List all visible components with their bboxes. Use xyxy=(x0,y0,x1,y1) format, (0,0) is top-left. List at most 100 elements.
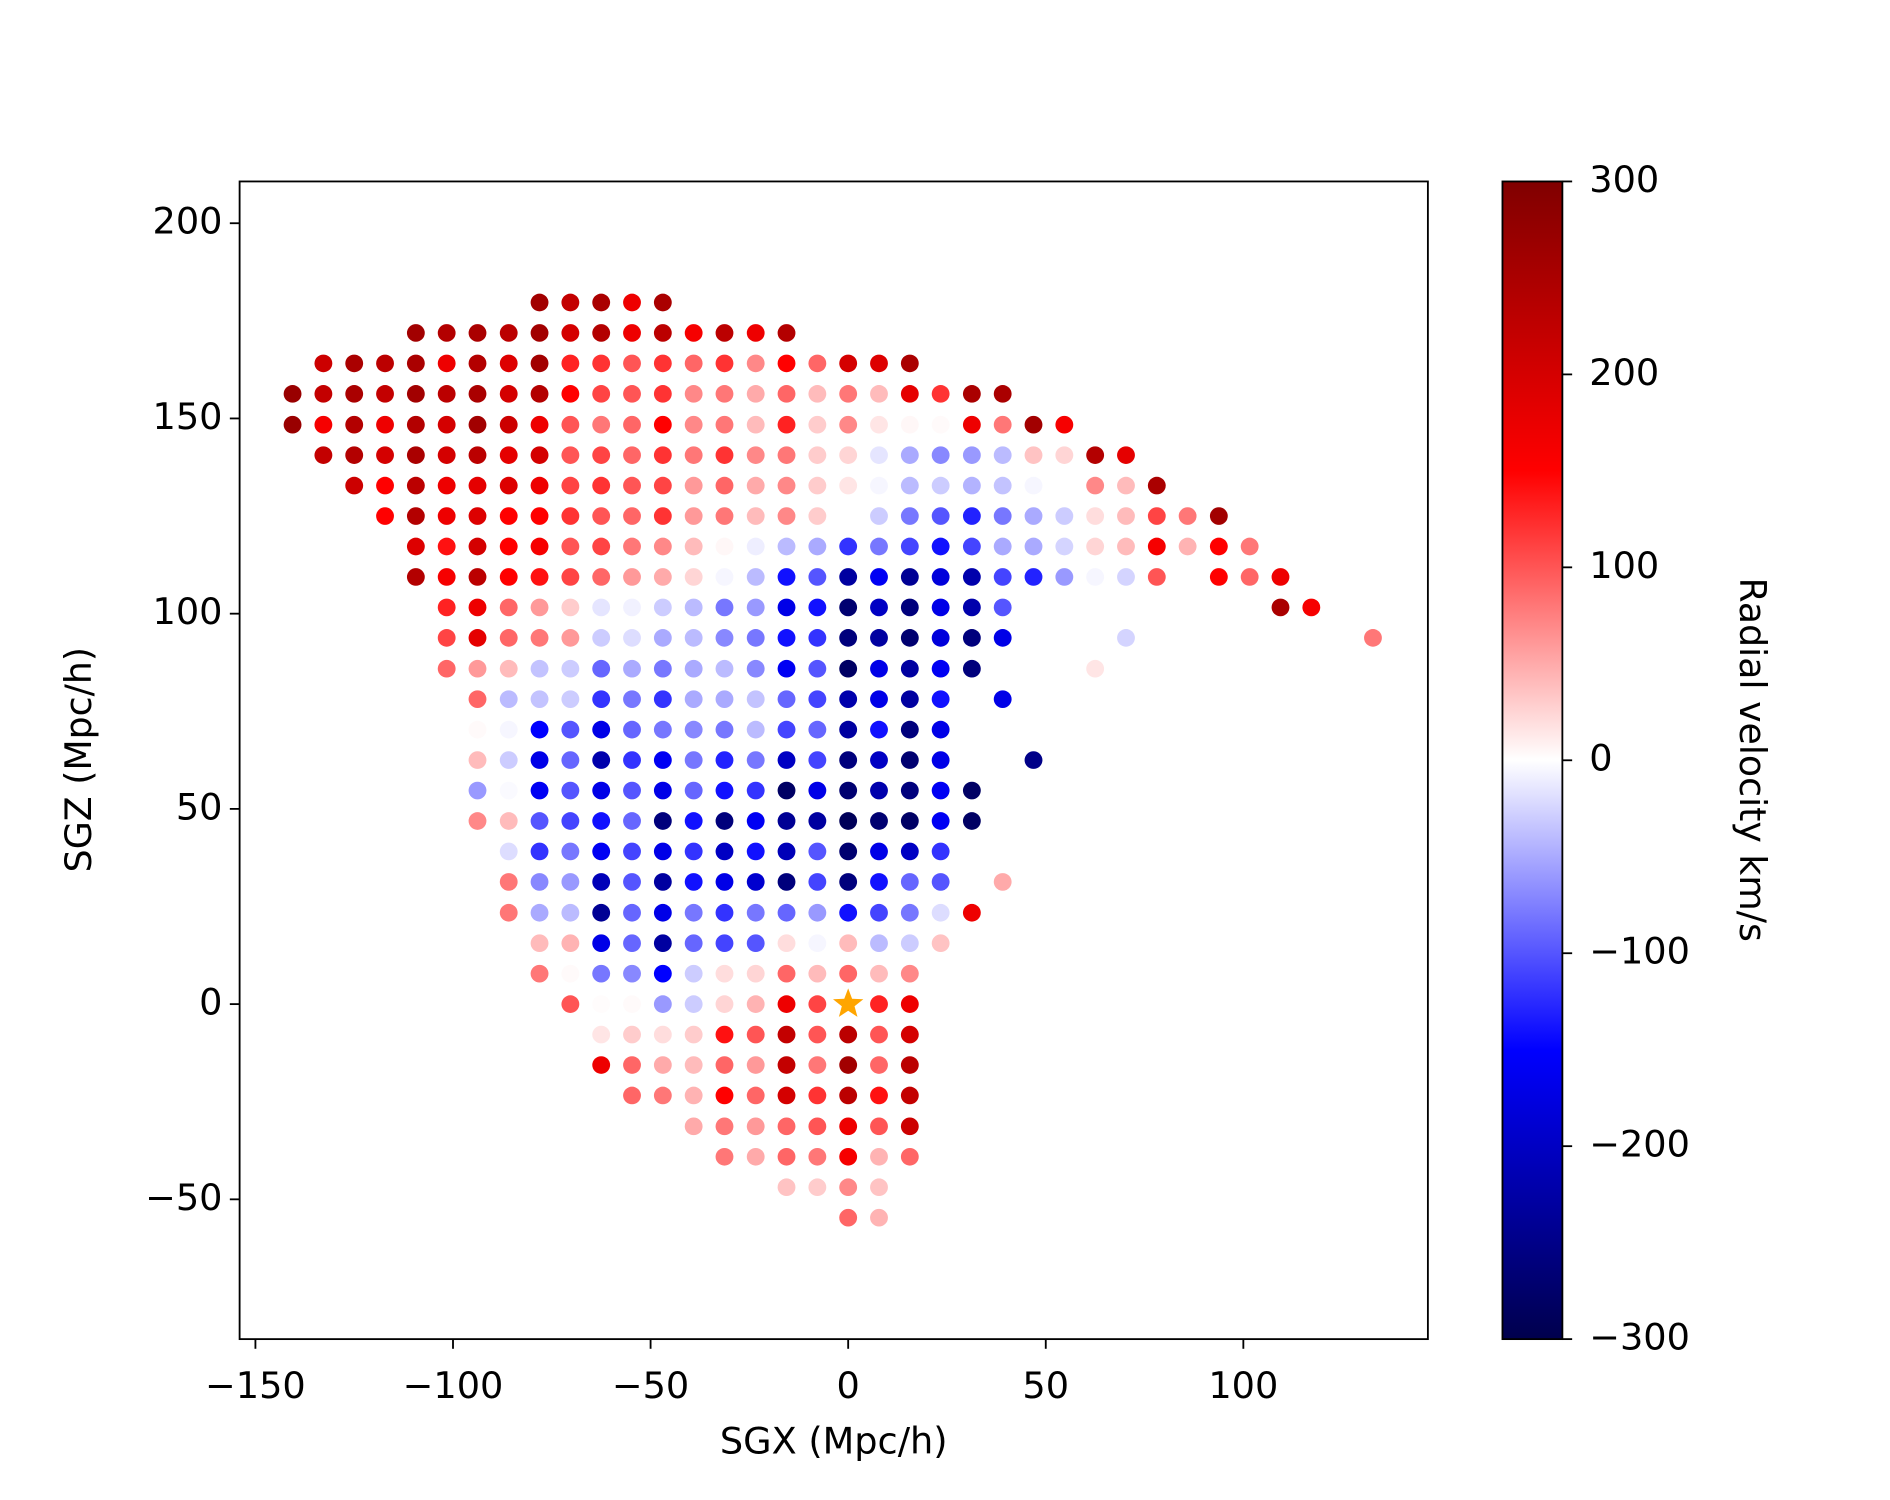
data-point xyxy=(993,690,1012,709)
data-point xyxy=(561,812,580,830)
data-point xyxy=(777,659,796,678)
data-point xyxy=(314,354,333,373)
data-point xyxy=(777,1056,796,1074)
x-tick-label: 50 xyxy=(1022,1364,1069,1407)
data-point xyxy=(499,873,518,891)
data-point xyxy=(623,995,641,1013)
data-point xyxy=(870,903,888,922)
data-point xyxy=(623,934,641,953)
data-point xyxy=(931,690,950,709)
data-point xyxy=(839,1117,858,1136)
x-tick-label: −150 xyxy=(205,1364,306,1407)
data-point xyxy=(684,1056,703,1074)
data-point xyxy=(468,385,487,403)
data-point xyxy=(962,781,981,800)
data-point xyxy=(684,629,703,647)
data-point xyxy=(345,476,364,495)
data-point xyxy=(653,1025,672,1044)
data-point xyxy=(870,1086,888,1105)
data-point xyxy=(623,1056,641,1074)
data-point xyxy=(839,1086,858,1105)
data-point xyxy=(808,1056,827,1074)
data-point xyxy=(653,964,672,983)
data-point xyxy=(900,873,919,891)
data-point xyxy=(1086,659,1105,678)
data-point xyxy=(406,476,425,495)
data-point xyxy=(1055,507,1074,525)
data-point xyxy=(1147,568,1166,586)
data-point xyxy=(561,598,580,617)
data-point xyxy=(684,781,703,800)
data-point xyxy=(839,1025,858,1044)
data-point xyxy=(777,415,796,434)
data-point xyxy=(839,1056,858,1074)
data-point xyxy=(499,629,518,647)
data-point xyxy=(684,1025,703,1044)
data-point xyxy=(684,568,703,586)
data-point xyxy=(623,293,641,312)
data-point xyxy=(715,903,734,922)
colorbar-label: Radial velocity km/s xyxy=(1731,577,1774,941)
data-point xyxy=(808,1117,827,1136)
data-point xyxy=(931,903,950,922)
data-point xyxy=(746,568,765,586)
data-point xyxy=(406,385,425,403)
y-tick-label: 150 xyxy=(153,395,223,438)
data-point xyxy=(468,507,487,525)
data-point xyxy=(623,354,641,373)
data-point xyxy=(530,629,549,647)
data-point xyxy=(468,659,487,678)
data-point xyxy=(931,476,950,495)
data-point xyxy=(931,629,950,647)
data-point xyxy=(715,720,734,739)
data-point xyxy=(561,842,580,861)
data-point xyxy=(839,507,858,525)
data-point xyxy=(468,690,487,709)
data-point xyxy=(931,568,950,586)
data-point xyxy=(900,690,919,709)
data-point xyxy=(715,537,734,556)
data-point xyxy=(1209,568,1228,586)
data-point xyxy=(746,659,765,678)
data-point xyxy=(684,934,703,953)
data-point xyxy=(345,415,364,434)
data-point xyxy=(1240,537,1259,556)
data-point xyxy=(746,476,765,495)
x-tick-label: 0 xyxy=(837,1364,860,1407)
data-point xyxy=(623,964,641,983)
data-point xyxy=(900,964,919,983)
data-point xyxy=(839,781,858,800)
data-point xyxy=(592,720,611,739)
data-point xyxy=(499,781,518,800)
data-point xyxy=(962,476,981,495)
data-point xyxy=(870,1056,888,1074)
data-point xyxy=(530,781,549,800)
data-point xyxy=(1117,537,1135,556)
data-point xyxy=(437,385,456,403)
data-point xyxy=(530,812,549,830)
data-point xyxy=(653,385,672,403)
data-point xyxy=(808,354,827,373)
data-point xyxy=(684,324,703,342)
highlight-star xyxy=(833,988,864,1017)
data-point xyxy=(653,934,672,953)
data-point xyxy=(870,690,888,709)
data-point xyxy=(839,1178,858,1197)
data-point xyxy=(839,690,858,709)
data-point xyxy=(900,995,919,1013)
data-point xyxy=(715,568,734,586)
data-point xyxy=(499,751,518,769)
data-point xyxy=(962,659,981,678)
data-point xyxy=(870,537,888,556)
data-point xyxy=(931,537,950,556)
data-point xyxy=(931,842,950,861)
data-point xyxy=(1055,446,1074,464)
data-point xyxy=(839,659,858,678)
data-point xyxy=(715,354,734,373)
data-point xyxy=(1086,568,1105,586)
data-point xyxy=(746,1117,765,1136)
data-point xyxy=(839,354,858,373)
data-point xyxy=(376,354,394,373)
data-point xyxy=(808,507,827,525)
